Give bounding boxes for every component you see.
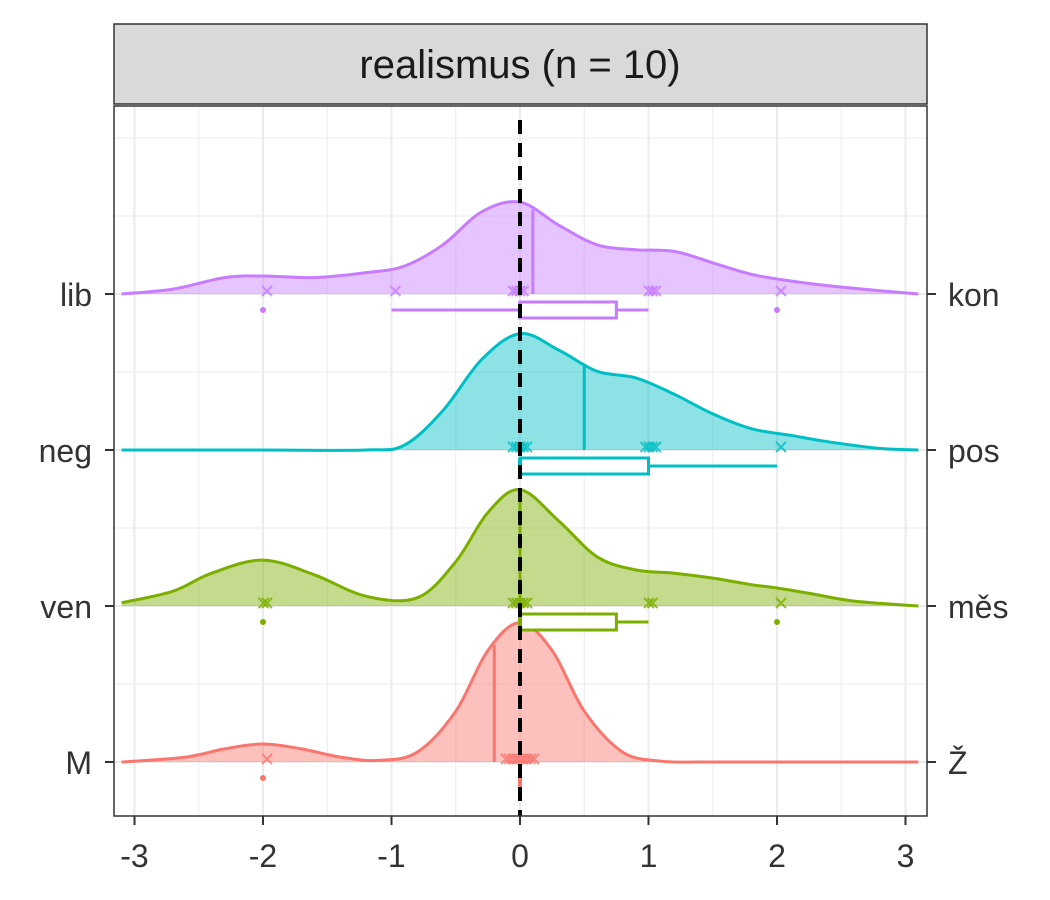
data-point: [503, 753, 516, 765]
data-point: [639, 441, 652, 453]
y-label-right: měs: [948, 589, 1008, 625]
y-label-left: ven: [40, 589, 92, 625]
density-line: [121, 332, 919, 452]
data-point: [257, 597, 270, 609]
y-label-left: M: [65, 745, 92, 781]
box-outlier: [260, 775, 266, 781]
y-label-left: lib: [60, 277, 92, 313]
x-tick-label: 0: [511, 838, 529, 874]
data-point: [507, 285, 519, 297]
data-point: [528, 753, 540, 765]
box-iqr: [518, 300, 618, 320]
density-line: [121, 621, 919, 764]
series-M: [121, 621, 919, 788]
density-area: [121, 622, 919, 763]
x-tick-label: 2: [768, 838, 786, 874]
density-area: [121, 333, 919, 451]
data-point: [521, 441, 533, 453]
density-line: [121, 200, 919, 296]
data-point: [775, 285, 787, 297]
data-point: [500, 753, 512, 765]
data-point: [650, 285, 662, 297]
data-point: [646, 597, 659, 609]
data-point: [261, 753, 273, 765]
data-point: [775, 597, 787, 609]
x-tick-label: 3: [897, 838, 915, 874]
data-point: [389, 285, 402, 297]
data-point: [775, 441, 787, 453]
y-label-left: neg: [39, 433, 92, 469]
box-iqr: [518, 456, 650, 476]
x-tick-label: 1: [640, 838, 658, 874]
y-label-right: Ž: [948, 745, 968, 781]
density-line: [121, 488, 919, 608]
data-point: [521, 597, 533, 609]
x-tick-label: -1: [377, 838, 405, 874]
data-point: [524, 753, 537, 765]
x-tick-label: -2: [249, 838, 277, 874]
box-outlier: [260, 619, 266, 625]
data-point: [650, 441, 662, 453]
facet-strip: [113, 23, 928, 105]
box-outlier: [260, 307, 266, 313]
data-point: [507, 441, 519, 453]
data-point: [261, 285, 273, 297]
y-label-right: kon: [948, 277, 1000, 313]
box-outlier: [774, 619, 780, 625]
facet-title: realismus (n = 10): [359, 43, 680, 87]
box-iqr: [518, 612, 618, 632]
data-point: [507, 597, 519, 609]
y-label-right: pos: [948, 433, 1000, 469]
data-point: [646, 285, 659, 297]
x-tick-label: -3: [120, 838, 148, 874]
data-point: [261, 597, 273, 609]
box-outlier: [774, 307, 780, 313]
data-point: [643, 597, 655, 609]
